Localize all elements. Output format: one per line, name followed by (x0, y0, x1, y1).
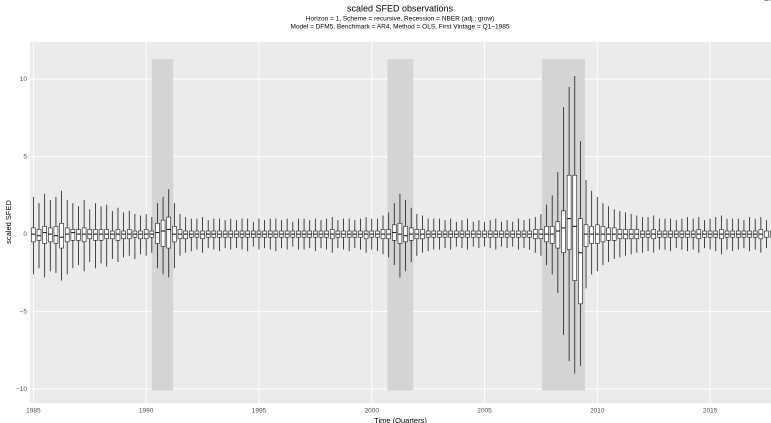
box (64, 227, 70, 243)
box (583, 224, 589, 247)
chart-title: scaled SFED observations (347, 3, 454, 13)
x-tick-label: 2015 (703, 408, 718, 415)
box (36, 229, 42, 241)
box (48, 227, 53, 243)
x-tick-label: 2000 (365, 408, 380, 415)
box (138, 230, 143, 240)
x-tick-label: 1985 (26, 408, 41, 415)
box (160, 219, 166, 247)
box (403, 226, 408, 243)
y-axis-label: scaled SFED (4, 200, 13, 244)
box (59, 222, 64, 249)
box (115, 229, 121, 241)
box (31, 227, 36, 243)
box (121, 230, 126, 240)
box (549, 226, 555, 244)
box (166, 216, 171, 249)
y-tick-label: 5 (23, 153, 27, 160)
y-tick-label: 0 (23, 231, 27, 238)
box (566, 174, 572, 250)
box (363, 230, 369, 240)
box (53, 226, 59, 244)
box (764, 230, 769, 238)
x-tick-label: 1990 (139, 408, 154, 415)
box (81, 227, 87, 243)
y-tick-label: −5 (20, 308, 28, 315)
box (76, 229, 81, 241)
y-tick-label: −10 (16, 386, 27, 393)
box (572, 174, 578, 281)
box (98, 229, 104, 241)
box (561, 210, 566, 254)
box (555, 221, 561, 249)
box (155, 222, 160, 244)
box (397, 222, 403, 244)
box (42, 226, 47, 244)
box (93, 229, 98, 241)
x-tick-label: 1995 (252, 408, 267, 415)
x-tick-label: 2005 (477, 408, 492, 415)
chart-subtitle: Horizon = 1, Scheme = recursive, Recessi… (306, 16, 494, 23)
y-tick-label: 10 (20, 76, 28, 83)
box (578, 218, 583, 305)
box (70, 229, 76, 241)
box (110, 230, 115, 240)
box (183, 230, 188, 240)
box (589, 226, 594, 244)
x-tick-label: 2010 (590, 408, 605, 415)
box (200, 230, 205, 240)
chart-subtitle: Model = DFM5, Benchmark = AR4, Method = … (290, 24, 509, 31)
x-axis-label: Time (Quarters) (374, 416, 427, 423)
